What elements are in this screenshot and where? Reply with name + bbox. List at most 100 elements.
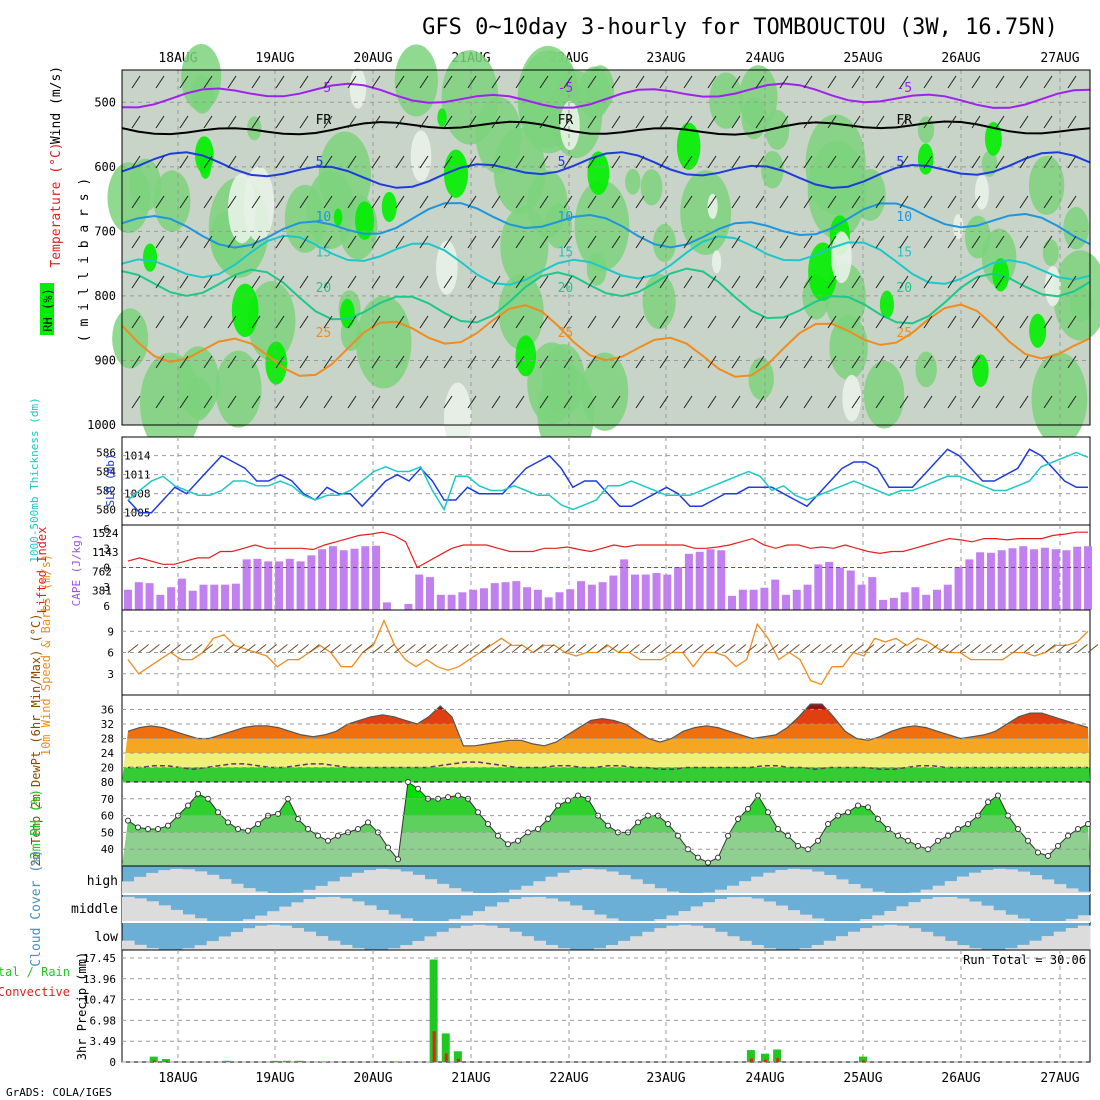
cloud-bar — [860, 918, 873, 922]
rh-region — [1031, 352, 1088, 446]
cloud-bar — [823, 875, 837, 894]
day-label-top: 24AUG — [745, 51, 784, 66]
wind-barb — [515, 315, 525, 329]
wind-barb — [635, 395, 645, 409]
day-label-bottom: 18AUG — [158, 1071, 197, 1086]
rh-point — [995, 792, 1001, 799]
wind-label: Wind (m/s) — [49, 66, 64, 144]
cape-bar — [372, 545, 381, 610]
wind-barb — [693, 644, 704, 653]
wind-barb — [731, 275, 741, 289]
wind-barb — [467, 355, 477, 369]
wind-barb — [443, 115, 453, 129]
wind-barb — [899, 315, 909, 329]
wind-barb — [1019, 315, 1029, 329]
cloud-bar — [642, 931, 655, 950]
cape-bar — [275, 561, 284, 610]
wind-barb — [131, 395, 141, 409]
cloud-bar — [351, 872, 365, 894]
y-tick-label: 1143 — [92, 546, 119, 559]
wind-barb — [1067, 155, 1077, 169]
wind-barb — [419, 115, 429, 129]
wind-barb — [203, 75, 213, 89]
cloud-bar — [243, 919, 256, 922]
rh-region — [1042, 239, 1059, 267]
cloud-bar — [315, 897, 329, 922]
y-tick-label: 10.47 — [83, 994, 116, 1007]
wind-barb — [371, 275, 381, 289]
wind-barb — [251, 155, 261, 169]
wind-barb — [443, 355, 453, 369]
wind-barb — [469, 644, 480, 653]
wind-barb — [995, 395, 1005, 409]
cloud-bar — [230, 931, 244, 950]
wind-barb — [875, 395, 885, 409]
cloud-bar — [327, 896, 341, 922]
wind-barb — [341, 644, 352, 653]
wind-barb — [827, 75, 837, 89]
cape-label: CAPE (J/kg) — [70, 534, 83, 607]
cloud-bar — [690, 925, 704, 950]
cloud-bar — [1041, 879, 1055, 894]
cape-bar — [221, 584, 230, 610]
rh-point — [755, 792, 761, 799]
cape-bar — [986, 552, 995, 610]
wind-barb — [347, 75, 357, 89]
cloud-bar — [170, 868, 183, 894]
cape-bar — [177, 578, 186, 610]
contour-label: 5 — [316, 155, 324, 170]
cloud-bar — [666, 925, 680, 950]
wind-barb — [515, 235, 525, 249]
cloud-bar — [460, 925, 474, 950]
wind-barb — [227, 195, 237, 209]
y-tick-label: 9 — [107, 625, 114, 638]
wind-barb — [275, 315, 285, 329]
wind-barb — [479, 644, 491, 653]
precip-bar — [859, 1056, 867, 1062]
contour-label: 20 — [558, 281, 574, 296]
cape-bar — [145, 583, 154, 610]
cloud-bar — [315, 936, 329, 950]
precip-bar — [295, 1060, 304, 1062]
cape-bar — [285, 558, 294, 610]
temperature-contour — [121, 120, 1091, 136]
wind-barb — [299, 75, 309, 89]
wind-barb — [587, 115, 597, 129]
cape-bar — [1008, 548, 1017, 610]
rh-region — [186, 377, 213, 421]
wind-barb — [299, 395, 309, 409]
wind-barb — [803, 155, 813, 169]
cloud-bar — [956, 876, 970, 894]
cloud-bar — [533, 940, 546, 950]
rh-point — [495, 832, 501, 839]
cloud-bar — [787, 868, 801, 894]
wind-barb — [491, 355, 501, 369]
cloud-bar — [884, 910, 897, 922]
wind-barb — [735, 644, 747, 653]
wind-barb — [149, 644, 160, 653]
cloud-bar — [545, 898, 559, 922]
wind-barb — [789, 644, 800, 653]
slp-label: SLP (mb) — [104, 454, 117, 507]
wind-barb — [395, 115, 405, 129]
wind-barb — [707, 395, 717, 409]
cape-bar — [835, 567, 844, 610]
wind-barb — [395, 275, 405, 289]
wind-barb — [635, 195, 645, 209]
cape-bar — [1051, 549, 1060, 610]
precip-bar — [393, 1061, 402, 1062]
rh-point — [135, 824, 141, 831]
cloud-bar — [956, 945, 970, 950]
cloud-bar — [606, 918, 619, 922]
wind-barb — [611, 115, 621, 129]
cloud-bar — [896, 925, 909, 950]
cloud-bar — [364, 905, 377, 922]
wind-barb — [251, 395, 261, 409]
wind-barb — [755, 395, 765, 409]
rh-region — [915, 351, 937, 388]
cloud-bar — [255, 925, 268, 950]
y-tick-label: 6.98 — [90, 1014, 117, 1027]
cape-bar — [1084, 546, 1092, 610]
cape-bar — [717, 550, 726, 610]
cloud-bar — [727, 897, 740, 922]
